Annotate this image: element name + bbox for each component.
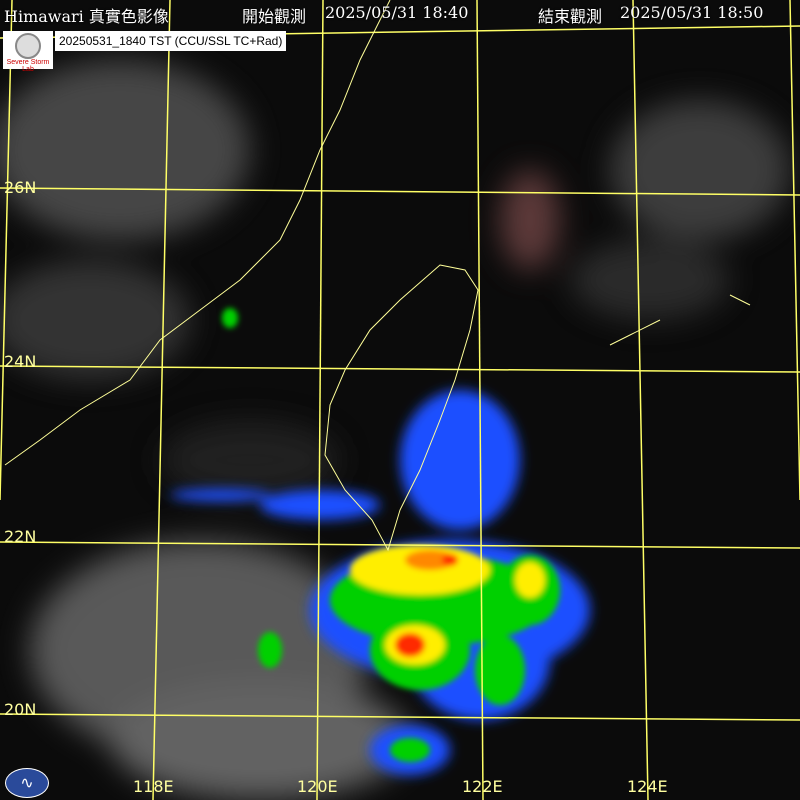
start-time: 2025/05/31 18:40 — [325, 3, 469, 22]
timestamp-badge: 20250531_1840 TST (CCU/SSL TC+Rad) — [55, 31, 287, 51]
radar-echo — [170, 308, 590, 775]
start-label: 開始觀測 — [242, 7, 307, 26]
agency-logo: ∿ — [5, 768, 49, 798]
lat-label: 26N — [4, 178, 37, 197]
clouds — [0, 60, 790, 800]
end-time: 2025/05/31 18:50 — [620, 3, 764, 22]
china-coast — [4, 0, 391, 466]
lon-label: 124E — [627, 777, 668, 796]
product-title: Himawari 真實色影像 — [4, 7, 169, 26]
lon-label: 122E — [462, 777, 503, 796]
end-label: 結束觀測 — [538, 7, 603, 26]
lat-label: 22N — [4, 527, 37, 546]
lab-logo: Severe Storm Lab — [3, 31, 53, 73]
lat-label: 24N — [4, 352, 37, 371]
lab-logo-text: Severe Storm Lab — [6, 59, 50, 73]
lon-label: 120E — [297, 777, 338, 796]
taiwan-outline — [324, 264, 479, 552]
lon-label: 118E — [133, 777, 174, 796]
coastlines — [4, 0, 751, 552]
lat-label: 20N — [4, 700, 37, 719]
